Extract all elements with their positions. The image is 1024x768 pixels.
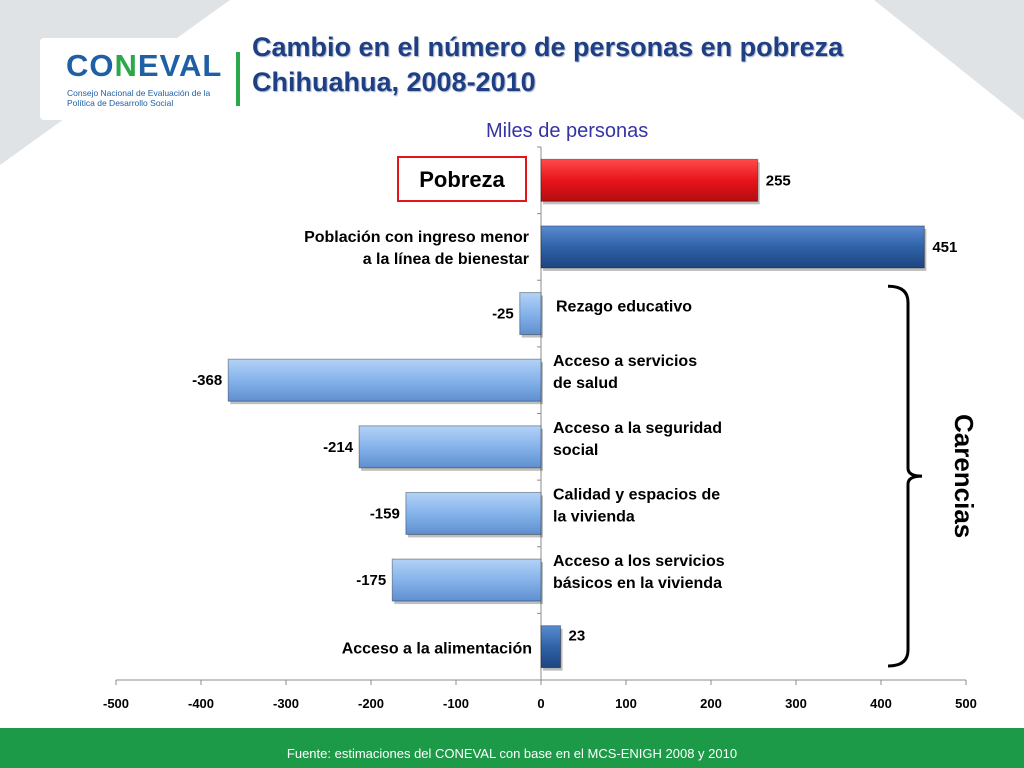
data-label: -368 xyxy=(192,372,222,389)
bar xyxy=(540,158,759,202)
carencias-label: Carencias xyxy=(949,414,979,538)
coneval-logo: CONEVAL Consejo Nacional de Evaluación d… xyxy=(40,38,230,120)
x-tick-label: -200 xyxy=(358,696,384,711)
x-tick-label: -100 xyxy=(443,696,469,711)
x-tick-label: 100 xyxy=(615,696,637,711)
data-label: 23 xyxy=(569,628,586,645)
x-tick-label: 300 xyxy=(785,696,807,711)
category-label: Rezago educativo xyxy=(556,299,692,316)
page-title: Cambio en el número de personas en pobre… xyxy=(252,30,992,100)
x-tick-label: -400 xyxy=(188,696,214,711)
header-divider xyxy=(236,52,240,106)
category-label: social xyxy=(553,442,598,459)
category-label: Pobreza xyxy=(419,167,505,192)
data-label: 451 xyxy=(932,239,957,256)
data-label: -214 xyxy=(323,439,354,456)
category-label: Acceso a servicios xyxy=(553,353,697,370)
x-tick-label: 500 xyxy=(955,696,977,711)
category-label: Población con ingreso menor xyxy=(304,229,529,246)
footer-source: Fuente: estimaciones del CONEVAL con bas… xyxy=(286,746,738,761)
x-tick-label: 0 xyxy=(537,696,544,711)
bar-chart: -500 -400 -300 -200 -100 0 100 200 300 400 500 255 P… xyxy=(103,146,979,711)
category-label: de salud xyxy=(553,375,618,392)
bar xyxy=(540,625,562,669)
category-label: Calidad y espacios de xyxy=(553,486,720,503)
title-line-1: Cambio en el número de personas en pobre… xyxy=(252,32,844,62)
category-label: básicos en la vivienda xyxy=(553,575,722,592)
x-tick-label: 200 xyxy=(700,696,722,711)
bar xyxy=(358,425,542,469)
footer-bar: Fuente: estimaciones del CONEVAL con bas… xyxy=(0,728,1024,768)
carencias-bracket xyxy=(887,284,923,668)
title-line-2: Chihuahua, 2008-2010 xyxy=(252,67,536,97)
x-tick-label: 400 xyxy=(870,696,892,711)
bar xyxy=(540,225,925,269)
data-label: -159 xyxy=(370,505,400,522)
logo-wordmark: CONEVAL xyxy=(66,48,223,83)
category-label: Acceso a la alimentación xyxy=(342,641,532,658)
bar xyxy=(405,491,542,535)
pobreza-label-box xyxy=(397,156,527,202)
x-tick-label: -500 xyxy=(103,696,129,711)
data-label: 255 xyxy=(766,172,791,189)
data-label: -175 xyxy=(356,572,386,589)
bar xyxy=(227,358,542,402)
category-label: Acceso a la seguridad xyxy=(553,420,722,437)
category-label: la vivienda xyxy=(553,508,635,525)
data-label: -25 xyxy=(492,306,514,323)
bar xyxy=(391,558,542,602)
category-label: Acceso a los servicios xyxy=(553,553,725,570)
category-label: a la línea de bienestar xyxy=(363,251,529,268)
x-tick-label: -300 xyxy=(273,696,299,711)
logo-subtitle: Consejo Nacional de Evaluación de la Pol… xyxy=(67,88,211,108)
corner-decoration-right xyxy=(874,0,1024,120)
bar xyxy=(519,292,542,336)
chart-title: Miles de personas xyxy=(486,120,649,142)
